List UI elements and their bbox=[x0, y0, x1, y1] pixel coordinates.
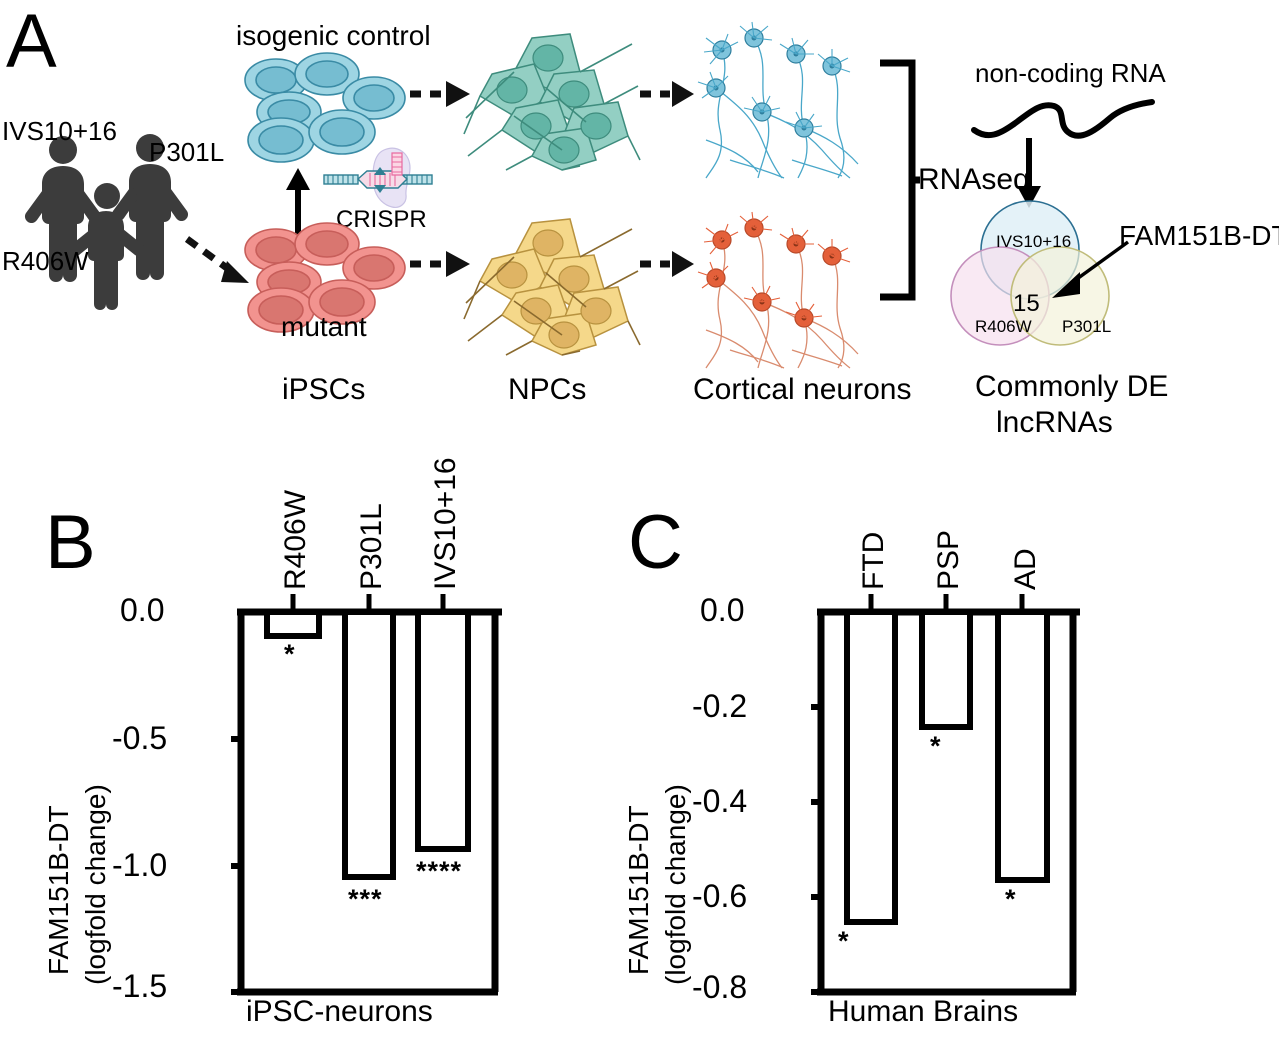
venn-caption-line1: Commonly DE bbox=[975, 370, 1169, 403]
panel-b-xtick-ivs1016: IVS10+16 bbox=[429, 457, 462, 590]
isogenic-control-label: isogenic control bbox=[236, 20, 431, 51]
npc-cluster-mutant bbox=[463, 218, 641, 356]
panel-c-stars-ftd: * bbox=[838, 926, 850, 956]
arrow-mutant-npc-to-neuron bbox=[640, 251, 694, 277]
patient-label-ivs1016: IVS10+16 bbox=[2, 116, 117, 146]
panel-b-plot bbox=[231, 594, 502, 996]
panel-c-xtick-ad: AD bbox=[1009, 548, 1042, 590]
panel-b-bar-ivs1016 bbox=[415, 609, 471, 852]
venn-intersection-count: 15 bbox=[1013, 290, 1040, 317]
panel-c-ytick-1: -0.2 bbox=[692, 688, 748, 724]
panel-c-ytick-0: 0.0 bbox=[700, 592, 745, 628]
panel-c-ylabel-line1: FAM151B-DT bbox=[623, 805, 654, 975]
mutant-label: mutant bbox=[281, 311, 367, 342]
panel-b-stars-r406w: * bbox=[284, 639, 296, 669]
arrow-control-npc-to-neuron bbox=[640, 81, 694, 107]
venn-label-r406w: R406W bbox=[975, 317, 1032, 336]
rna-squiggle-icon bbox=[971, 99, 1155, 139]
panel-a-letter: A bbox=[6, 0, 57, 84]
guide-rna bbox=[391, 152, 403, 176]
stage-label-ipscs: iPSCs bbox=[282, 373, 366, 406]
panel-c-bar-psp bbox=[919, 609, 973, 730]
panel-b-ytick-0: 0.0 bbox=[120, 592, 165, 628]
panel-c-plot bbox=[811, 594, 1080, 996]
panel-c-stars-psp: * bbox=[930, 731, 942, 761]
panel-c-ytick-3: -0.6 bbox=[692, 878, 748, 914]
non-coding-rna-label: non-coding RNA bbox=[975, 58, 1166, 88]
ipsc-colony-mutant bbox=[244, 222, 406, 333]
panel-b-letter: B bbox=[45, 500, 96, 585]
venn-label-p301l: P301L bbox=[1062, 317, 1112, 336]
arrow-rna-to-venn bbox=[1017, 138, 1041, 208]
rnaseq-bracket bbox=[880, 59, 920, 301]
crispr-label: CRISPR bbox=[336, 206, 427, 233]
panel-c-ylabel-line2: (logfold change) bbox=[660, 784, 691, 985]
panel-b-ylabel-line2: (logfold change) bbox=[80, 784, 111, 985]
panel-b-xlabel: iPSC-neurons bbox=[246, 995, 433, 1028]
arrow-crispr-correction bbox=[286, 168, 310, 240]
panel-c-xtick-psp: PSP bbox=[932, 529, 965, 590]
panel-b-stars-p301l: *** bbox=[348, 884, 383, 914]
venn-label-ivs1016: IVS10+16 bbox=[996, 232, 1072, 251]
panel-c-ytick-4: -0.8 bbox=[692, 969, 748, 1005]
panel-c-xtick-ftd: FTD bbox=[857, 531, 890, 590]
patient-label-p301l: P301L bbox=[149, 137, 225, 167]
panel-b-bar-r406w bbox=[264, 609, 322, 639]
rnaseq-label: RNAseq bbox=[918, 163, 1030, 196]
neuron-soma-group bbox=[697, 21, 851, 138]
fam151b-callout-label: FAM151B-DT bbox=[1119, 220, 1279, 251]
panel-b-bar-p301l bbox=[342, 609, 396, 880]
venn-caption-line2: lncRNAs bbox=[996, 406, 1113, 439]
neuron-network-control bbox=[697, 21, 859, 179]
npc-cluster-control bbox=[463, 33, 641, 171]
panel-b-ytick-3: -1.5 bbox=[112, 968, 168, 1004]
neuron-network-mutant bbox=[697, 211, 859, 369]
panel-b-xtick-r406w: R406W bbox=[279, 489, 312, 590]
neuron-soma-group-mutant bbox=[697, 211, 851, 328]
panel-b-stars-ivs1016: **** bbox=[416, 856, 463, 886]
arrow-patients-to-mutant bbox=[184, 236, 249, 283]
arrow-fam151b-callout bbox=[1052, 240, 1129, 298]
panel-c-ytick-2: -0.4 bbox=[692, 783, 748, 819]
panel-c-letter: C bbox=[628, 500, 683, 585]
arrow-control-ipsc-to-npc bbox=[410, 81, 470, 107]
stage-label-npcs: NPCs bbox=[508, 373, 587, 406]
arrow-mutant-ipsc-to-npc bbox=[410, 251, 470, 277]
panel-b-ytick-1: -0.5 bbox=[112, 720, 168, 756]
crispr-icon bbox=[323, 147, 433, 208]
person-icon-child bbox=[68, 183, 146, 310]
panel-b-ytick-2: -1.0 bbox=[112, 847, 168, 883]
panel-c-bar-ad bbox=[995, 609, 1050, 883]
patient-label-r406w: R406W bbox=[2, 246, 89, 276]
panel-c-bar-ftd bbox=[844, 609, 898, 925]
panel-c-xlabel: Human Brains bbox=[828, 995, 1019, 1028]
panel-b-xtick-p301l: P301L bbox=[355, 503, 388, 590]
panel-c-stars-ad: * bbox=[1005, 884, 1017, 914]
patients-icon-group bbox=[24, 134, 189, 310]
panel-b-ylabel-line1: FAM151B-DT bbox=[43, 805, 74, 975]
ipsc-colony-control bbox=[244, 52, 406, 163]
stage-label-cortical-neurons: Cortical neurons bbox=[693, 373, 912, 406]
